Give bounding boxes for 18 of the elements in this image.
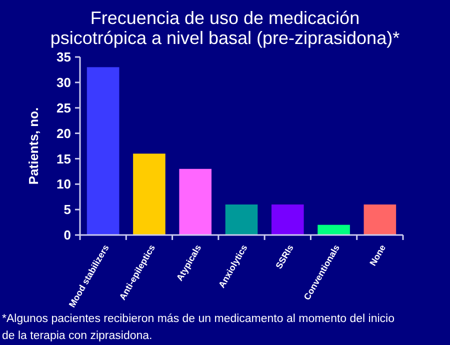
- bar: [225, 204, 258, 235]
- y-tick-label: 25: [56, 100, 71, 116]
- y-tick-label: 10: [56, 176, 71, 192]
- y-tick-label: 15: [56, 151, 71, 166]
- y-tick-label: 30: [56, 74, 71, 90]
- y-tick-label: 20: [56, 126, 71, 141]
- text: *Algunos pacientes recibieron más de un medicamento al momento del inicio de la terapia con ziprasidona.: [2, 313, 394, 342]
- bar: [133, 154, 166, 235]
- y-tick-label: 5: [64, 202, 71, 218]
- chart-title: Frecuencia de uso de medicación psicotrópica a nivel basal (pre-ziprasidona)*: [50, 8, 400, 48]
- bar: [179, 168, 212, 235]
- bar: [318, 224, 350, 235]
- y-tick-label: 0: [64, 228, 71, 243]
- bar: [364, 204, 396, 235]
- y-axis-title: Patients, no.: [26, 107, 41, 185]
- y-tick-label: 35: [56, 50, 71, 65]
- bar: [86, 67, 120, 235]
- bar: [271, 204, 304, 235]
